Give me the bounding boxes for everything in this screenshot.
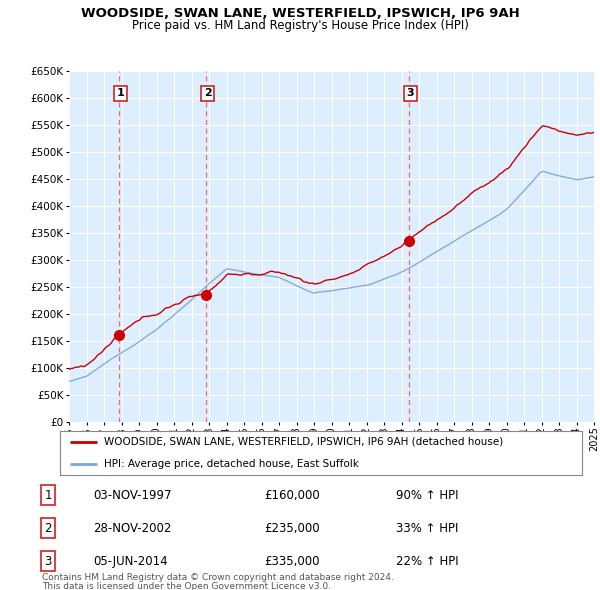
Text: 3: 3: [44, 555, 52, 568]
Text: HPI: Average price, detached house, East Suffolk: HPI: Average price, detached house, East…: [104, 459, 359, 469]
Text: 2: 2: [44, 522, 52, 535]
Text: Price paid vs. HM Land Registry's House Price Index (HPI): Price paid vs. HM Land Registry's House …: [131, 19, 469, 32]
Text: 33% ↑ HPI: 33% ↑ HPI: [396, 522, 458, 535]
Text: 1: 1: [116, 88, 124, 99]
Text: Contains HM Land Registry data © Crown copyright and database right 2024.: Contains HM Land Registry data © Crown c…: [42, 573, 394, 582]
Text: £335,000: £335,000: [264, 555, 320, 568]
Text: 03-NOV-1997: 03-NOV-1997: [93, 489, 172, 502]
Text: 05-JUN-2014: 05-JUN-2014: [93, 555, 167, 568]
Text: WOODSIDE, SWAN LANE, WESTERFIELD, IPSWICH, IP6 9AH (detached house): WOODSIDE, SWAN LANE, WESTERFIELD, IPSWIC…: [104, 437, 503, 447]
Text: 2: 2: [204, 88, 212, 99]
Text: £235,000: £235,000: [264, 522, 320, 535]
Text: 3: 3: [407, 88, 415, 99]
Text: 1: 1: [44, 489, 52, 502]
Text: £160,000: £160,000: [264, 489, 320, 502]
Text: 22% ↑ HPI: 22% ↑ HPI: [396, 555, 458, 568]
Text: 28-NOV-2002: 28-NOV-2002: [93, 522, 172, 535]
Text: 90% ↑ HPI: 90% ↑ HPI: [396, 489, 458, 502]
Text: WOODSIDE, SWAN LANE, WESTERFIELD, IPSWICH, IP6 9AH: WOODSIDE, SWAN LANE, WESTERFIELD, IPSWIC…: [80, 7, 520, 20]
Text: This data is licensed under the Open Government Licence v3.0.: This data is licensed under the Open Gov…: [42, 582, 331, 590]
